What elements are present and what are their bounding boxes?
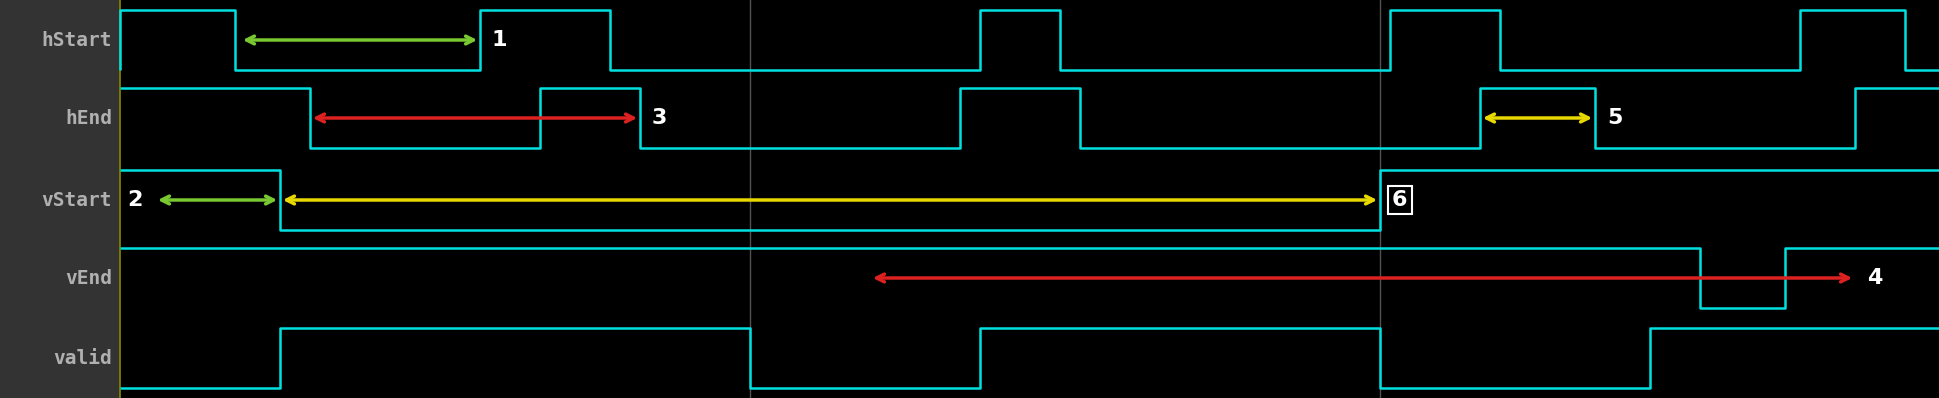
Text: vEnd: vEnd (66, 269, 112, 287)
Text: 3: 3 (652, 108, 667, 128)
Text: 2: 2 (128, 190, 143, 210)
Text: hEnd: hEnd (66, 109, 112, 127)
Text: 5: 5 (1605, 108, 1621, 128)
Text: valid: valid (52, 349, 112, 367)
Text: vStart: vStart (41, 191, 112, 209)
Text: hStart: hStart (41, 31, 112, 49)
Text: 6: 6 (1392, 190, 1408, 210)
Text: 1: 1 (493, 30, 508, 50)
Text: 4: 4 (1865, 268, 1881, 288)
Bar (0, 0, 120, 398)
